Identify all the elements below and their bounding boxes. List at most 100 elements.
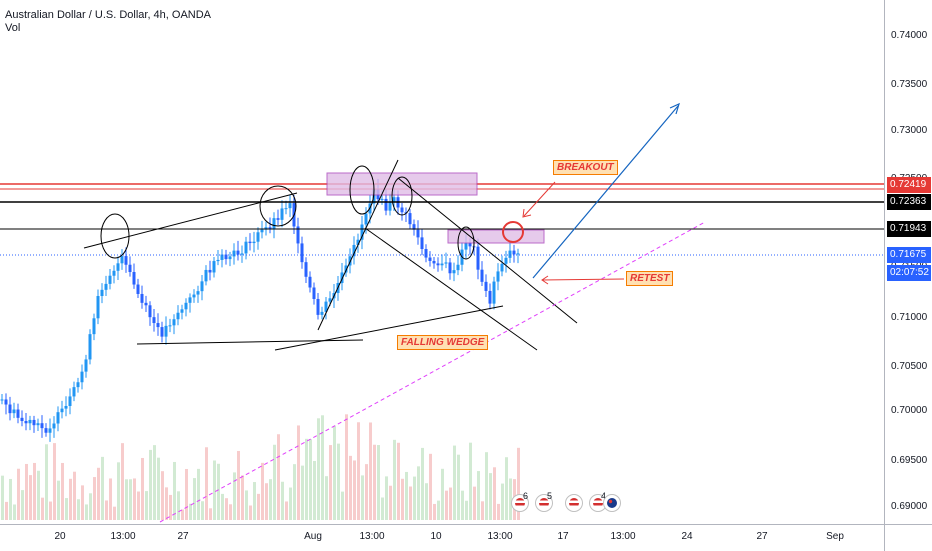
candle-body: [8, 404, 12, 414]
candle-body: [236, 250, 240, 255]
event-count: 6: [523, 491, 529, 501]
volume-bar: [97, 467, 100, 520]
economic-event-marker[interactable]: [603, 494, 621, 512]
candle-body: [512, 250, 516, 255]
dashed-support-trendline: [159, 221, 706, 523]
candle-body: [208, 269, 212, 273]
candle-body: [216, 259, 220, 262]
falling-wedge-label[interactable]: FALLING WEDGE: [397, 335, 489, 350]
candle-body: [280, 208, 284, 220]
candle-body: [436, 263, 440, 266]
volume-bar: [149, 449, 152, 520]
candle-body: [264, 227, 268, 230]
au-flag-icon: [607, 498, 617, 508]
volume-bar: [221, 493, 224, 520]
candle-body: [272, 218, 276, 230]
volume-bar: [437, 500, 440, 520]
time-axis[interactable]: 20 13:00 27 Aug 13:00 10 13:00 17 13:00 24 27 Sep: [0, 524, 884, 551]
support-trendline: [136, 339, 364, 345]
economic-event-marker[interactable]: 6: [511, 491, 529, 512]
time-tick: 10: [430, 531, 442, 542]
symbol-title[interactable]: Australian Dollar / U.S. Dollar, 4h, OAN…: [5, 9, 212, 21]
volume-bar: [101, 456, 104, 520]
volume-bar: [329, 445, 332, 520]
price-axis[interactable]: 0.740000.735000.730000.725000.720000.715…: [884, 0, 932, 524]
volume-bar: [201, 501, 204, 520]
supply-zone: [326, 172, 478, 196]
volume-bar: [181, 509, 184, 520]
volume-bar: [293, 464, 296, 520]
volume-bar: [21, 490, 24, 520]
volume-bar: [129, 479, 132, 520]
candle-body: [320, 311, 324, 315]
candle-body: [232, 250, 236, 257]
chart-canvas[interactable]: [0, 0, 884, 524]
volume-bar: [169, 494, 172, 520]
volume-bar: [197, 468, 200, 520]
volume-bar: [433, 503, 436, 520]
candle-body: [168, 325, 172, 327]
us-flag-icon: [539, 498, 549, 508]
candle-body: [416, 229, 420, 238]
chart-area[interactable]: [0, 0, 884, 524]
breakout-label[interactable]: BREAKOUT: [553, 160, 618, 175]
candle-body: [60, 408, 64, 413]
volume-bar: [449, 487, 452, 520]
price-tick: 0.73000: [891, 125, 928, 136]
economic-event-marker[interactable]: 5: [535, 491, 553, 512]
candle-body: [192, 294, 196, 298]
volume-bar: [141, 457, 144, 520]
candle-body: [52, 423, 56, 429]
retest-arrow: [541, 278, 625, 281]
volume-bar: [325, 476, 328, 520]
candle-body: [68, 396, 72, 406]
candle-body: [352, 244, 356, 257]
retest-label[interactable]: RETEST: [626, 271, 674, 286]
candle-body: [204, 269, 208, 282]
candle-body: [200, 281, 204, 292]
candle-body: [40, 423, 44, 429]
candle-body: [256, 232, 260, 242]
time-tick: 13:00: [110, 531, 136, 542]
volume-bar: [409, 486, 412, 520]
volume-bar: [517, 447, 520, 520]
candle-body: [72, 387, 76, 397]
candle-body: [328, 298, 332, 302]
candle-body: [400, 207, 404, 213]
volume-bar: [125, 479, 128, 520]
candle-body: [36, 423, 40, 426]
time-tick: 13:00: [610, 531, 636, 542]
breakout-arrow: [523, 181, 556, 217]
top-circle: [391, 176, 413, 216]
time-tick: 27: [756, 531, 768, 542]
candle-body: [24, 421, 28, 424]
candle-body: [124, 256, 128, 265]
candle-body: [304, 262, 308, 277]
time-tick: 24: [681, 531, 693, 542]
candle-body: [452, 270, 456, 274]
volume-bar: [93, 477, 96, 520]
candle-body: [448, 262, 452, 274]
economic-event-marker[interactable]: [565, 494, 583, 512]
volume-bar: [253, 482, 256, 520]
volume-bar: [397, 442, 400, 520]
candle-body: [296, 226, 300, 244]
candle-body: [188, 297, 192, 303]
economic-event-marker[interactable]: 4: [589, 491, 607, 512]
candle-body: [104, 283, 108, 290]
breakout-arrowhead: [522, 208, 532, 218]
volume-bar: [261, 462, 264, 520]
volume-indicator-label[interactable]: Vol: [5, 22, 21, 34]
candle-body: [212, 261, 216, 273]
candle-body: [172, 319, 176, 326]
top-circle: [349, 165, 375, 215]
level-price-badge: 0.72363: [887, 194, 931, 210]
candle-body: [284, 208, 288, 210]
volume-bar: [365, 464, 368, 520]
volume-bar: [413, 476, 416, 520]
candle-body: [56, 412, 60, 424]
volume-bar: [157, 457, 160, 520]
volume-bar: [473, 486, 476, 520]
candle-body: [424, 249, 428, 258]
candle-body: [28, 419, 32, 424]
